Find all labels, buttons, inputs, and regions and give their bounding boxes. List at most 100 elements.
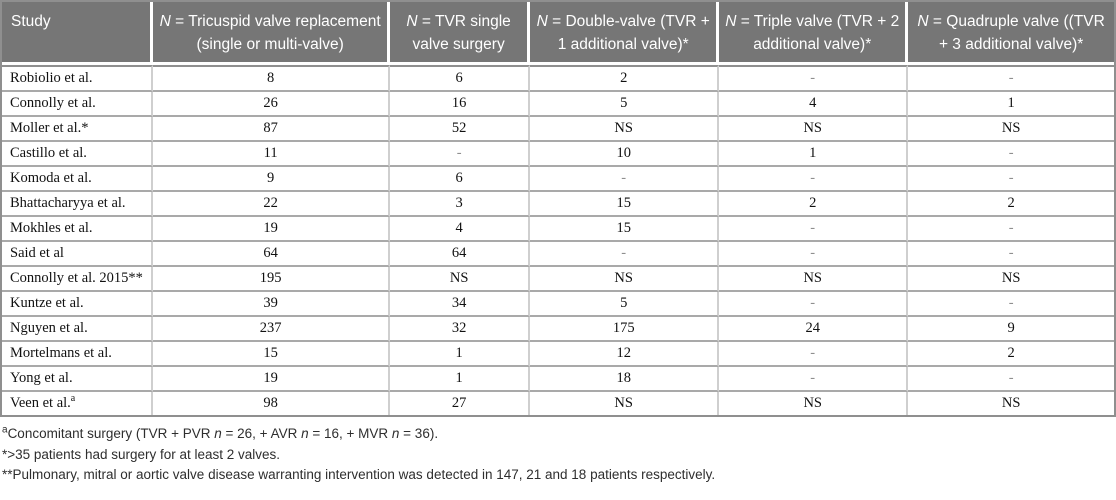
table-row: Connolly et al. 26 16 5 4 1 bbox=[2, 92, 1114, 117]
value-cell: 52 bbox=[390, 117, 531, 142]
value-cell: 98 bbox=[153, 392, 391, 415]
value-cell: 87 bbox=[153, 117, 391, 142]
footnote-marker: a bbox=[70, 393, 76, 405]
table-row: Castillo et al. 11 - 10 1 - bbox=[2, 142, 1114, 167]
study-name-cell: Veen et al.a bbox=[2, 392, 154, 415]
value-cell: 19 bbox=[153, 367, 391, 392]
footnote-line: **Pulmonary, mitral or aortic valve dise… bbox=[2, 465, 1116, 486]
study-name-cell: Moller et al.* bbox=[2, 117, 154, 142]
study-name-cell: Bhattacharyya et al. bbox=[2, 192, 154, 217]
value-cell: 6 bbox=[390, 65, 531, 92]
value-cell: 11 bbox=[153, 142, 391, 167]
value-cell: 2 bbox=[530, 65, 720, 92]
value-cell: - bbox=[908, 217, 1114, 242]
column-header: N = Triple valve (TVR + 2 additional val… bbox=[719, 2, 909, 65]
table-row: Nguyen et al. 237 32 175 24 9 bbox=[2, 317, 1114, 342]
table-row: Said et al 64 64- - - bbox=[2, 242, 1114, 267]
value-cell: - bbox=[530, 242, 720, 267]
value-cell: - bbox=[719, 367, 909, 392]
value-cell: 15 bbox=[530, 217, 720, 242]
value-cell: - bbox=[908, 65, 1114, 92]
study-name-cell: Said et al bbox=[2, 242, 154, 267]
study-name-cell: Robiolio et al. bbox=[2, 65, 154, 92]
value-cell: - bbox=[530, 167, 720, 192]
value-cell: NS bbox=[530, 267, 720, 292]
value-cell: - bbox=[908, 292, 1114, 317]
value-cell: 15 bbox=[530, 192, 720, 217]
value-cell: NS bbox=[390, 267, 531, 292]
table-row: Kuntze et al. 39 34 5 - - bbox=[2, 292, 1114, 317]
footnote-line: *>35 patients had surgery for at least 2… bbox=[2, 445, 1116, 466]
footnote-text: **Pulmonary, mitral or aortic valve dise… bbox=[2, 467, 716, 482]
table-row: Yong et al. 19 1 18 - - bbox=[2, 367, 1114, 392]
value-cell: 22 bbox=[153, 192, 391, 217]
value-cell: 18 bbox=[530, 367, 720, 392]
study-name-cell: Kuntze et al. bbox=[2, 292, 154, 317]
study-data-table: Study N = Tricuspid valve replacement (si… bbox=[0, 0, 1116, 417]
no-data-dash: - bbox=[456, 145, 462, 161]
value-cell: 24 bbox=[719, 317, 909, 342]
table-header-row: Study N = Tricuspid valve replacement (si… bbox=[2, 2, 1114, 65]
study-name-cell: Connolly et al. 2015** bbox=[2, 267, 154, 292]
value-cell: 19 bbox=[153, 217, 391, 242]
value-cell: 32 bbox=[390, 317, 531, 342]
value-cell: 2 bbox=[908, 342, 1114, 367]
no-data-dash: - bbox=[1008, 295, 1014, 311]
study-name-cell: Yong et al. bbox=[2, 367, 154, 392]
value-cell: - bbox=[719, 242, 909, 267]
value-cell: NS bbox=[908, 267, 1114, 292]
no-data-dash: - bbox=[810, 370, 816, 386]
n-variable: N bbox=[536, 13, 548, 30]
value-cell: - bbox=[719, 65, 909, 92]
value-cell: 3 bbox=[390, 192, 531, 217]
value-cell: NS bbox=[908, 117, 1114, 142]
no-data-dash: - bbox=[1008, 145, 1014, 161]
n-variable: N bbox=[917, 13, 929, 30]
study-name-cell: Komoda et al. bbox=[2, 167, 154, 192]
value-cell: 64 bbox=[153, 242, 391, 267]
value-cell: - bbox=[908, 142, 1114, 167]
value-cell: 12 bbox=[530, 342, 720, 367]
value-cell: 5 bbox=[530, 292, 720, 317]
value-cell: NS bbox=[530, 117, 720, 142]
value-cell: 8 bbox=[153, 65, 391, 92]
value-cell: 237 bbox=[153, 317, 391, 342]
value-cell: - bbox=[908, 242, 1114, 267]
no-data-dash: - bbox=[810, 345, 816, 361]
value-cell: 175 bbox=[530, 317, 720, 342]
value-cell: - bbox=[719, 292, 909, 317]
study-name-cell: Mokhles et al. bbox=[2, 217, 154, 242]
no-data-dash: - bbox=[1008, 245, 1014, 261]
table-row: Bhattacharyya et al. 22 3 15 2 2 bbox=[2, 192, 1114, 217]
no-data-dash: - bbox=[621, 170, 627, 186]
value-cell: - bbox=[908, 167, 1114, 192]
no-data-dash: - bbox=[810, 170, 816, 186]
value-cell: - bbox=[390, 142, 531, 167]
value-cell: NS bbox=[530, 392, 720, 415]
table-row: Moller et al.* 87 52 NS NS NS bbox=[2, 117, 1114, 142]
value-cell: 9 bbox=[908, 317, 1114, 342]
value-cell: NS bbox=[719, 392, 909, 415]
no-data-dash: - bbox=[810, 245, 816, 261]
no-data-dash: - bbox=[1008, 220, 1014, 236]
value-cell: 1 bbox=[390, 342, 531, 367]
value-cell: 26 bbox=[153, 92, 391, 117]
value-cell: 34 bbox=[390, 292, 531, 317]
footnote-text: n bbox=[214, 426, 222, 441]
table-body: Robiolio et al. 8 6 2- - Connolly et al. 26 16 5… bbox=[2, 65, 1114, 415]
column-header: N = Double-valve (TVR + 1 additional val… bbox=[530, 2, 720, 65]
value-cell: 1 bbox=[719, 142, 909, 167]
footnote-text: = 36). bbox=[399, 426, 439, 441]
value-cell: NS bbox=[719, 117, 909, 142]
value-cell: 27 bbox=[390, 392, 531, 415]
study-name-cell: Castillo et al. bbox=[2, 142, 154, 167]
footnote-text: = 16, + MVR bbox=[308, 426, 392, 441]
value-cell: 195 bbox=[153, 267, 391, 292]
study-name-cell: Connolly et al. bbox=[2, 92, 154, 117]
no-data-dash: - bbox=[810, 220, 816, 236]
table-row: Komoda et al. 9 6 - - - bbox=[2, 167, 1114, 192]
value-cell: 39 bbox=[153, 292, 391, 317]
no-data-dash: - bbox=[621, 245, 627, 261]
value-cell: 1 bbox=[908, 92, 1114, 117]
footnote-line: aConcomitant surgery (TVR + PVR n = 26, … bbox=[2, 424, 1116, 445]
